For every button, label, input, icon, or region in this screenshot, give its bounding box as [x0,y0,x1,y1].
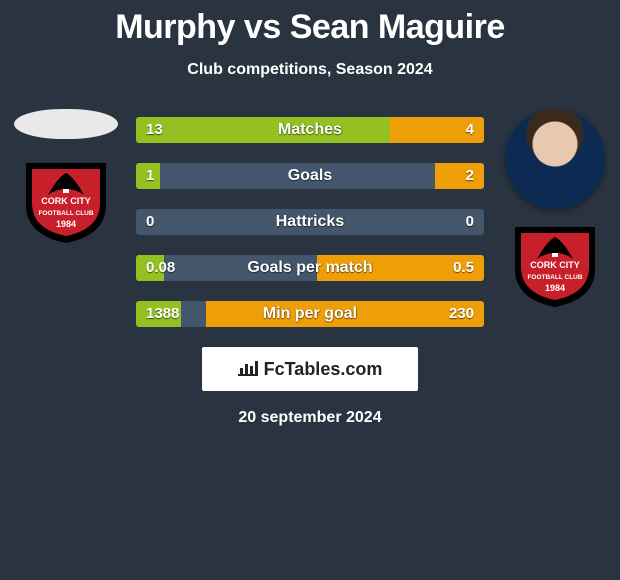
svg-text:FOOTBALL CLUB: FOOTBALL CLUB [38,210,93,217]
stat-row: 134Matches [136,117,484,143]
comparison-content: CORK CITY FOOTBALL CLUB 1984 CORK CITY F… [0,109,620,427]
watermark-text: FcTables.com [264,359,383,380]
stat-row: 1388230Min per goal [136,301,484,327]
svg-text:1984: 1984 [55,219,75,229]
date-text: 20 september 2024 [0,409,620,427]
bar-chart-icon [238,358,258,381]
left-player-column: CORK CITY FOOTBALL CLUB 1984 [8,109,123,245]
svg-text:1984: 1984 [544,283,564,293]
svg-text:FOOTBALL CLUB: FOOTBALL CLUB [527,274,582,281]
stat-row: 12Goals [136,163,484,189]
stat-label: Hattricks [136,209,484,235]
right-player-column: CORK CITY FOOTBALL CLUB 1984 [497,109,612,309]
stat-label: Goals [136,163,484,189]
svg-text:CORK CITY: CORK CITY [530,260,580,270]
player-photo-right [505,109,605,209]
stat-row: 0.080.5Goals per match [136,255,484,281]
club-badge-right: CORK CITY FOOTBALL CLUB 1984 [507,223,603,309]
page-title: Murphy vs Sean Maguire [0,0,620,47]
stat-label: Min per goal [136,301,484,327]
club-badge-left: CORK CITY FOOTBALL CLUB 1984 [18,159,114,245]
subtitle: Club competitions, Season 2024 [0,61,620,79]
watermark: FcTables.com [202,347,418,391]
stat-label: Matches [136,117,484,143]
comparison-bars: 134Matches 12Goals 00Hattricks 0.080.5Goals… [136,109,484,327]
stat-row: 00Hattricks [136,209,484,235]
player-photo-left [14,109,118,139]
svg-text:CORK CITY: CORK CITY [41,196,91,206]
stat-label: Goals per match [136,255,484,281]
